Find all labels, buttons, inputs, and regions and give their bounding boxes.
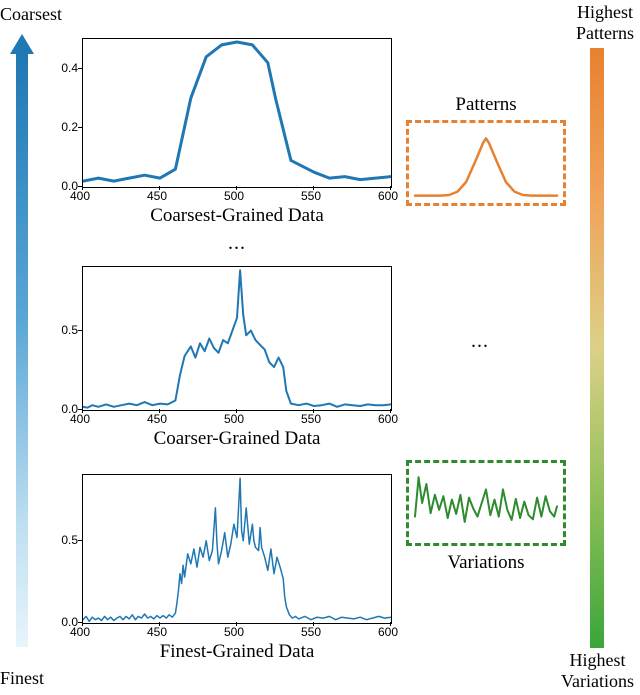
inset-patterns-svg [409, 123, 563, 203]
chart-coarsest [82, 38, 392, 188]
chart-coarser [82, 266, 392, 411]
right-scale-bottom-label: HighestVariations [561, 650, 634, 691]
xtick-label: 550 [301, 625, 321, 639]
right-scale-top-label: HighestPatterns [576, 2, 634, 43]
ytick-label: 0.5 [61, 323, 78, 337]
xtick-label: 550 [301, 189, 321, 203]
xtick-label: 450 [147, 625, 167, 639]
ytick-label: 0.4 [61, 61, 78, 75]
inset-variations-label: Variations [406, 552, 566, 574]
chart-coarsest-label: Coarsest-Grained Data [82, 205, 392, 227]
chart-finest [82, 474, 392, 624]
ytick-label: 0.5 [61, 533, 78, 547]
xtick-label: 400 [70, 625, 90, 639]
xtick-label: 500 [224, 412, 244, 426]
xtick-label: 500 [224, 189, 244, 203]
xtick-label: 400 [70, 189, 90, 203]
left-scale-bottom-label: Finest [0, 668, 44, 689]
xtick-label: 500 [224, 625, 244, 639]
xtick-label: 450 [147, 412, 167, 426]
left-scale-gradient [16, 52, 28, 647]
inset-patterns [406, 120, 566, 206]
xtick-label: 600 [378, 625, 398, 639]
chart-coarser-svg [83, 267, 391, 410]
xtick-label: 600 [378, 412, 398, 426]
right-scale-bar [590, 48, 604, 648]
chart-coarser-label: Coarser-Grained Data [82, 428, 392, 450]
xtick-label: 600 [378, 189, 398, 203]
left-scale-top-label: Coarsest [0, 4, 62, 25]
xtick-label: 550 [301, 412, 321, 426]
left-scale-bar [10, 32, 34, 652]
ytick-label: 0.2 [61, 120, 78, 134]
xtick-label: 450 [147, 189, 167, 203]
inset-variations-svg [409, 463, 563, 543]
chart-coarsest-svg [83, 39, 391, 187]
inset-patterns-label: Patterns [406, 94, 566, 116]
ellipsis-right: ... [440, 330, 520, 353]
xtick-label: 400 [70, 412, 90, 426]
inset-variations [406, 460, 566, 546]
chart-finest-label: Finest-Grained Data [82, 641, 392, 663]
arrow-up-icon [10, 34, 34, 54]
chart-finest-svg [83, 475, 391, 623]
ellipsis-top: ... [82, 232, 392, 255]
